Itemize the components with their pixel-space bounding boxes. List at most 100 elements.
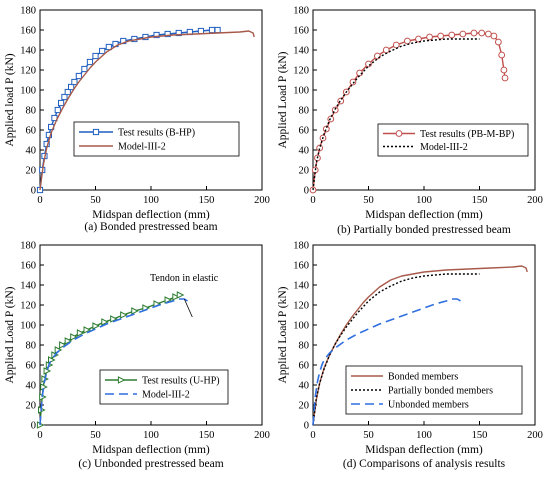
x-axis-label: Midspan deflection (mm) — [92, 444, 210, 456]
y-tick-label: 120 — [293, 301, 309, 312]
data-point — [120, 311, 128, 319]
y-tick-label: 180 — [293, 241, 309, 252]
chart-panel-1: 0 50 100 150 200 0 20 40 60 80 100 120 140 160 180 Mids… — [4, 6, 270, 234]
y-axis-label: Applied load P (kN) — [4, 53, 16, 146]
annotation-text: Tendon in elastic — [150, 273, 219, 284]
data-point — [131, 307, 139, 315]
y-tick-label: 80 — [26, 341, 37, 352]
x-tick-label: 200 — [254, 195, 270, 206]
annotation-arrow — [183, 298, 193, 318]
legend-box — [99, 369, 229, 405]
legend-marker — [117, 376, 126, 384]
series-line-2 — [312, 38, 480, 191]
data-point — [164, 30, 171, 38]
data-point — [437, 32, 445, 40]
y-tick-label: 140 — [293, 46, 309, 57]
x-tick-label: 50 — [90, 430, 101, 441]
x-axis-label: Midspan deflection (mm) — [365, 444, 483, 456]
x-tick-label: 0 — [37, 195, 42, 206]
data-point — [54, 106, 61, 114]
data-point — [64, 88, 71, 96]
data-point — [470, 29, 478, 37]
data-point — [403, 37, 411, 45]
y-tick-label: 160 — [20, 26, 36, 37]
y-tick-label: 0 — [31, 421, 36, 432]
x-tick-label: 50 — [363, 195, 374, 206]
data-point — [392, 41, 400, 49]
y-axis-label: Applied Load P (kN) — [4, 286, 16, 383]
x-tick-label: 0 — [310, 195, 315, 206]
y-tick-label: 0 — [31, 186, 36, 197]
x-tick-label: 150 — [472, 430, 488, 441]
legend-label: Model-III-2 — [118, 142, 166, 153]
y-tick-label: 160 — [293, 261, 309, 272]
y-tick-label: 180 — [293, 6, 309, 17]
y-tick-label: 80 — [26, 106, 37, 117]
y-tick-label: 40 — [299, 381, 310, 392]
y-tick-label: 20 — [299, 166, 310, 177]
data-point — [478, 29, 486, 37]
y-tick-label: 100 — [293, 321, 309, 332]
y-tick-label: 100 — [293, 86, 309, 97]
x-tick-label: 0 — [310, 430, 315, 441]
y-tick-label: 40 — [26, 146, 37, 157]
y-tick-label: 120 — [20, 301, 36, 312]
data-point — [110, 315, 118, 323]
panel-caption: (b) Partially bonded prestressed beam — [337, 224, 511, 236]
y-tick-label: 140 — [293, 281, 309, 292]
data-point — [498, 51, 506, 59]
x-tick-label: 100 — [143, 195, 159, 206]
y-tick-label: 140 — [20, 281, 36, 292]
legend: Test results (PB-M-BP) Model-III-2 — [377, 123, 529, 157]
data-point — [92, 52, 99, 60]
y-tick-label: 80 — [299, 106, 310, 117]
data-point — [490, 32, 498, 40]
data-point — [172, 293, 180, 301]
legend: Bonded members Partially bonded members Un… — [345, 365, 523, 415]
legend: Test results (U-HP) Model-III-2 — [99, 369, 229, 405]
data-point — [316, 144, 324, 152]
data-point — [99, 47, 106, 55]
y-tick-label: 180 — [20, 6, 36, 17]
data-point — [70, 333, 78, 341]
data-point — [92, 322, 101, 330]
x-axis-label: Midspan deflection (mm) — [92, 209, 210, 221]
legend-marker — [92, 128, 100, 136]
y-tick-label: 120 — [20, 66, 36, 77]
data-point — [153, 31, 160, 39]
data-point — [164, 296, 173, 304]
series-line-1 — [39, 294, 181, 426]
data-point — [86, 58, 94, 66]
panel-caption: (d) Comparisons of analysis results — [343, 458, 506, 470]
data-point — [105, 43, 112, 51]
data-point — [415, 35, 422, 43]
data-point — [426, 33, 433, 41]
data-point — [484, 30, 492, 38]
data-point — [57, 99, 65, 107]
y-tick-label: 140 — [20, 46, 36, 57]
legend-label: Test results (U-HP) — [142, 376, 220, 387]
data-point — [175, 29, 182, 37]
data-point — [208, 26, 216, 34]
x-tick-label: 50 — [90, 195, 101, 206]
x-tick-label: 150 — [199, 195, 215, 206]
y-tick-label: 60 — [299, 361, 310, 372]
y-tick-label: 0 — [304, 186, 309, 197]
chart-panel-4: 0 50 100 150 200 0 20 40 60 80 100 120 140 160 180 Mids… — [277, 241, 543, 471]
data-point — [494, 38, 502, 46]
x-tick-label: 150 — [199, 430, 215, 441]
series-line-2 — [39, 298, 189, 426]
y-tick-label: 100 — [20, 86, 36, 97]
series-line-2 — [39, 30, 255, 191]
x-tick-label: 0 — [37, 430, 42, 441]
data-point — [76, 329, 85, 337]
y-axis-label: Applied Load P (kN) — [277, 286, 289, 383]
x-tick-label: 100 — [416, 430, 432, 441]
data-point — [459, 30, 467, 38]
x-tick-label: 200 — [527, 430, 543, 441]
chart-panel-2: 0 50 100 150 200 0 20 40 60 80 100 120 140 160 180 Mids… — [277, 6, 543, 237]
y-tick-label: 80 — [299, 341, 310, 352]
data-point — [197, 27, 205, 35]
y-tick-label: 0 — [304, 421, 309, 432]
